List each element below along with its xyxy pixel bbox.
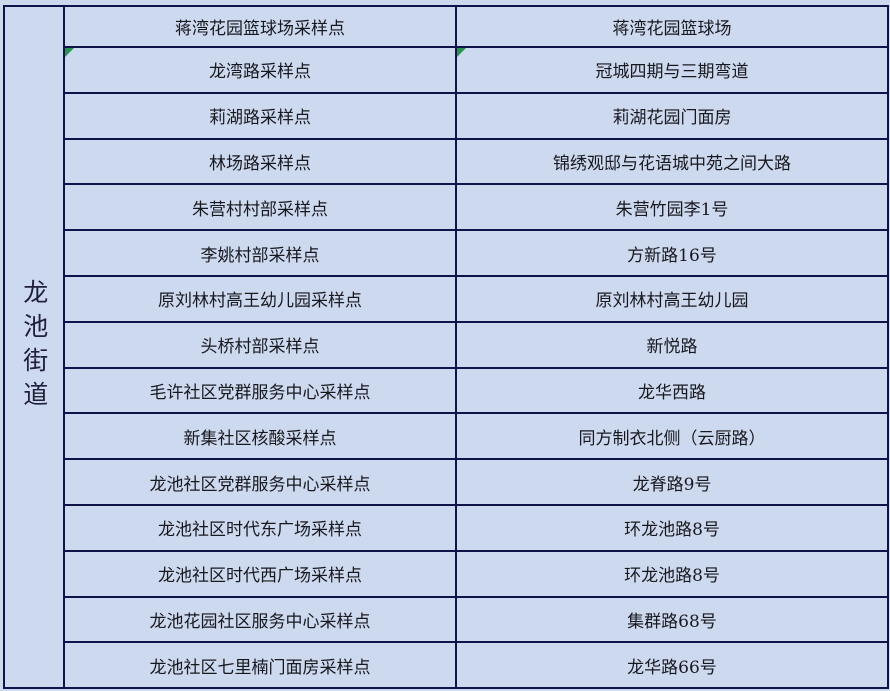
table-row: 莉湖路采样点 莉湖花园门面房 — [4, 91, 889, 140]
cell-text: 林场路采样点 — [209, 153, 311, 174]
sampling-point-cell: 林场路采样点 — [63, 137, 457, 186]
cell-text: 原刘林村高王幼儿园 — [595, 291, 749, 312]
location-cell: 环龙池路8号 — [455, 503, 889, 552]
district-header-cell: 龙池街道 — [3, 4, 65, 690]
cell-text: 锦绣观邸与花语城中苑之间大路 — [553, 153, 791, 174]
table-row: 龙池社区七里楠门面房采样点 龙华路66号 — [4, 641, 889, 690]
sampling-point-cell: 龙池社区时代西广场采样点 — [63, 549, 457, 598]
table-row: 龙池花园社区服务中心采样点 集群路68号 — [4, 595, 889, 644]
cell-text: 龙华西路 — [638, 382, 706, 403]
cell-text: 朱营竹园李1号 — [615, 199, 729, 220]
location-cell: 冠城四期与三期弯道 — [455, 46, 889, 94]
green-corner-marker-icon — [458, 48, 466, 57]
sampling-point-cell: 新集社区核酸采样点 — [63, 412, 457, 461]
cell-text: 莉湖路采样点 — [209, 108, 311, 129]
cell-text: 头桥村部采样点 — [200, 337, 320, 358]
location-cell: 朱营竹园李1号 — [455, 183, 889, 232]
cell-text: 新集社区核酸采样点 — [183, 428, 337, 449]
table-row: 毛许社区党群服务中心采样点 龙华西路 — [4, 366, 889, 415]
table-row: 龙池社区时代西广场采样点 环龙池路8号 — [4, 549, 889, 598]
cell-text: 莉湖花园门面房 — [612, 108, 732, 129]
cell-text: 同方制衣北侧（云厨路） — [578, 428, 766, 449]
green-corner-marker-icon — [66, 48, 74, 57]
location-cell: 环龙池路8号 — [455, 549, 889, 598]
table-row: 朱营村村部采样点 朱营竹园李1号 — [4, 183, 889, 232]
table-row: 林场路采样点 锦绣观邸与花语城中苑之间大路 — [4, 137, 889, 186]
table-row: 新集社区核酸采样点 同方制衣北侧（云厨路） — [4, 412, 889, 461]
cell-text: 龙池社区党群服务中心采样点 — [149, 474, 371, 495]
cell-text: 龙湾路采样点 — [209, 62, 311, 83]
table-row: 龙池社区党群服务中心采样点 龙脊路9号 — [4, 458, 889, 506]
sampling-point-cell: 蒋湾花园篮球场采样点 — [63, 5, 457, 48]
location-cell: 原刘林村高王幼儿园 — [455, 274, 889, 323]
sampling-point-cell: 毛许社区党群服务中心采样点 — [63, 366, 457, 415]
sampling-point-cell: 朱营村村部采样点 — [63, 183, 457, 232]
cell-text: 龙池花园社区服务中心采样点 — [149, 611, 371, 632]
location-cell: 锦绣观邸与花语城中苑之间大路 — [455, 137, 889, 186]
table-row: 龙池社区时代东广场采样点 环龙池路8号 — [4, 503, 889, 552]
cell-text: 集群路68号 — [627, 611, 717, 632]
cell-text: 环龙池路8号 — [624, 566, 720, 587]
cell-text: 龙池社区时代西广场采样点 — [158, 566, 362, 587]
location-cell: 方新路16号 — [455, 229, 889, 277]
sampling-point-cell: 李姚村部采样点 — [63, 229, 457, 277]
cell-text: 龙脊路9号 — [632, 474, 712, 495]
table-row: 头桥村部采样点 新悦路 — [4, 320, 889, 369]
sampling-point-cell: 莉湖路采样点 — [63, 91, 457, 140]
cell-text: 毛许社区党群服务中心采样点 — [149, 382, 371, 403]
cell-text: 龙华路66号 — [627, 657, 717, 678]
cell-text: 冠城四期与三期弯道 — [595, 62, 749, 83]
location-cell: 同方制衣北侧（云厨路） — [455, 412, 889, 461]
district-header-text: 龙池街道 — [19, 279, 49, 416]
sampling-points-table: 龙池街道 蒋湾花园篮球场采样点 蒋湾花园篮球场龙湾路采样点 冠城四期与三期弯道莉湖路采… — [3, 4, 889, 690]
location-cell: 新悦路 — [455, 320, 889, 369]
sampling-point-cell: 龙湾路采样点 — [63, 46, 457, 94]
cell-text: 李姚村部采样点 — [200, 245, 320, 266]
sampling-point-cell: 原刘林村高王幼儿园采样点 — [63, 274, 457, 323]
cell-text: 朱营村村部采样点 — [192, 199, 328, 220]
cell-text: 蒋湾花园篮球场 — [612, 19, 732, 39]
table-row: 龙湾路采样点 冠城四期与三期弯道 — [4, 46, 889, 94]
cell-text: 龙池社区七里楠门面房采样点 — [149, 657, 371, 678]
cell-text: 蒋湾花园篮球场采样点 — [175, 19, 345, 39]
cell-text: 新悦路 — [646, 337, 698, 358]
cell-text: 环龙池路8号 — [624, 520, 720, 541]
location-cell: 集群路68号 — [455, 595, 889, 644]
sampling-point-cell: 龙池社区时代东广场采样点 — [63, 503, 457, 552]
location-cell: 龙脊路9号 — [455, 458, 889, 506]
table-row: 李姚村部采样点 方新路16号 — [4, 229, 889, 277]
location-cell: 龙华路66号 — [455, 641, 889, 690]
location-cell: 莉湖花园门面房 — [455, 91, 889, 140]
location-cell: 蒋湾花园篮球场 — [455, 5, 889, 48]
table-row: 龙池街道 蒋湾花园篮球场采样点 蒋湾花园篮球场 — [3, 4, 889, 690]
table-row: 原刘林村高王幼儿园采样点 原刘林村高王幼儿园 — [4, 274, 889, 323]
sampling-point-cell: 头桥村部采样点 — [63, 320, 457, 369]
sampling-point-cell: 龙池社区党群服务中心采样点 — [63, 458, 457, 506]
cell-text: 原刘林村高王幼儿园采样点 — [158, 291, 362, 312]
cell-text: 方新路16号 — [627, 245, 717, 266]
location-cell: 龙华西路 — [455, 366, 889, 415]
sampling-point-cell: 龙池花园社区服务中心采样点 — [63, 595, 457, 644]
sampling-point-cell: 龙池社区七里楠门面房采样点 — [63, 641, 457, 690]
cell-text: 龙池社区时代东广场采样点 — [158, 520, 362, 541]
